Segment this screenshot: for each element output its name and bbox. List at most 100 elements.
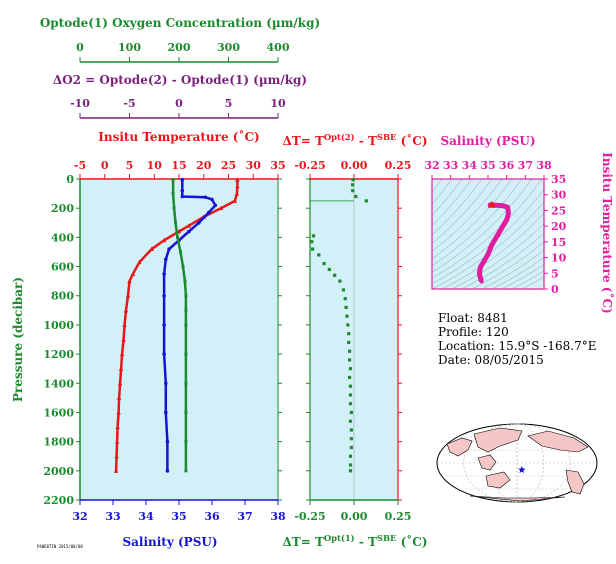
ts-x-label: Salinity (PSU) [440,134,535,148]
temperature-marker [232,198,238,203]
delta-o2-tick-label: 10 [270,97,286,110]
salinity-tick-label: 36 [204,510,220,523]
pressure-tick-label: 0 [66,173,74,186]
oxygen-marker [176,235,180,239]
stamp: P4WE8TIN 2015/08/08 [37,544,83,549]
isopycnal-line [432,201,544,289]
delta-t-point [348,367,353,371]
delta-t-point [310,240,314,244]
temperature-marker [115,424,120,430]
delta-t-point [349,445,353,450]
ts-point [485,252,491,257]
oxygen-marker [184,323,188,327]
temperature-marker [130,271,136,276]
delta-t-top-tick-label: 0.25 [385,159,412,172]
delta-t-point [348,463,353,467]
delta-t-bottom-tick-label: 0.00 [341,510,368,523]
pressure-tick-label: 1400 [43,377,74,390]
ts-point [504,217,509,223]
location: Location: 15.9°S -168.7°E [438,339,597,353]
oxygen-marker [183,279,187,283]
oxygen-marker [184,440,188,444]
isopycnal-line [432,179,513,260]
isopycnal-line [432,179,463,216]
salinity-marker [167,247,171,251]
isopycnal-line [432,179,453,205]
oxygen-marker [184,410,188,414]
salinity-marker [213,203,218,208]
oxygen-marker [184,308,188,312]
delta-t-point [364,199,368,203]
salinity-marker [164,410,168,415]
delta-t-point [322,262,326,266]
isopycnal-line [511,270,544,289]
oxygen-marker [181,265,185,269]
delta-t-point [343,297,347,301]
delta-t-point [350,183,355,187]
delta-t-point [346,323,350,327]
ts-y-tick-label: 20 [551,220,567,233]
ts-point [477,269,482,274]
temperature-marker [125,293,131,298]
delta-t-point [311,234,316,238]
delta-t-point [333,273,337,277]
date: Date: 08/05/2015 [438,353,544,367]
pressure-tick-label: 200 [51,202,74,215]
temperature-tick-label: 35 [270,159,285,172]
salinity-marker [162,272,166,276]
temperature-marker [114,453,119,459]
temperature-marker [137,259,142,265]
ts-point [495,233,500,238]
float-info: Float: 8481 Profile: 120 Location: 15.9°… [438,311,596,367]
pressure-tick-label: 1200 [43,348,74,361]
map-land [527,430,589,453]
salinity-marker [164,381,168,386]
isopycnal-line [432,179,523,267]
oxygen-tick-label: 200 [168,41,191,54]
map-meridian [490,423,544,503]
map-land [565,469,585,495]
ts-y-tick-label: 30 [551,189,567,202]
pressure-tick-label: 2200 [43,494,74,507]
delta-o2-axis-label: ΔO2 = Optode(2) - Optode(1) (µm/kg) [53,73,307,87]
isopycnal-line [432,179,503,252]
delta-t-point [348,358,352,362]
salinity-marker [162,323,166,327]
delta-t-point [341,288,346,292]
profile-number: Profile: 120 [438,325,509,339]
ts-point [505,205,510,210]
ts-point [478,264,483,270]
map-land [477,454,497,471]
delta-t-point [344,305,348,309]
isopycnal-line [432,179,493,244]
oxygen-marker [184,469,188,473]
delta-t-top-label: ΔT= TOpt(2) - TSBE (˚C) [282,132,427,148]
isopycnal-line [471,241,544,289]
delta-t-bottom-tick-label: -0.25 [294,510,325,523]
delta-t-point [348,469,353,473]
temperature-marker [118,366,124,371]
oxygen-line [171,179,188,471]
isopycnal-line [491,257,544,289]
temperature-marker [123,307,129,313]
oxygen-tick-label: 100 [118,41,141,54]
oxygen-marker [171,192,175,196]
ts-point [506,211,511,216]
delta-t-point [348,419,353,423]
ts-x-tick-label: 36 [499,159,515,172]
delta-t-point [348,375,352,380]
salinity-tick-label: 33 [105,510,120,523]
ts-point [482,258,487,263]
salinity-marker [187,229,191,234]
salinity-marker [165,469,170,473]
ts-point [479,278,484,284]
temperature-marker [186,223,192,228]
temperature-marker [114,439,120,444]
salinity-marker [162,352,166,356]
oxygen-marker [171,178,175,182]
temperature-tick-label: 5 [126,159,134,172]
delta-t-point [347,332,351,336]
delta-t-point [327,267,331,272]
map-land [469,495,566,502]
